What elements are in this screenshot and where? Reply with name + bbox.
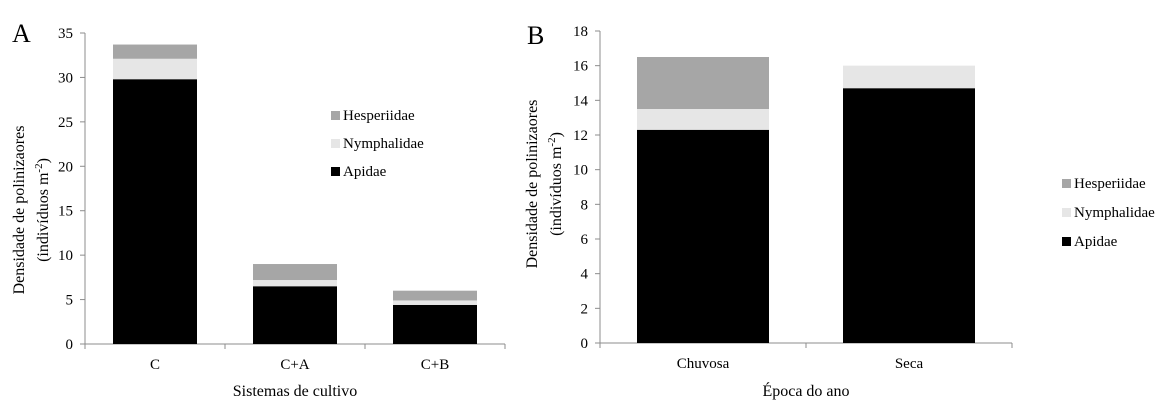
y-axis-title-superscript: -2 [546,137,558,146]
legend-swatch-apidae [331,167,340,176]
x-tick-label: Seca [895,356,924,372]
x-tick-label: C [150,357,160,373]
legend-swatch-nymphalidae [331,139,340,148]
bar-apidae-cb [393,304,477,344]
y-tick-label: 8 [581,197,589,213]
y-axis-title-line1: Densidade de polinizaores [11,126,28,295]
y-axis-title-text: (indivíduos m [548,146,565,236]
bar-apidae-c [113,79,197,344]
legend: Hesperiidae Nymphalidae Apidae [331,108,424,180]
bar-nymphalidae-c [113,58,197,80]
y-tick-label: 16 [573,59,589,75]
chart-panel-a: A 0 5 10 15 20 25 30 35 C C+A C+B Sistemas de cultiv… [11,19,506,400]
y-tick-label: 10 [58,248,73,264]
y-axis-title-text: (indivíduos m [35,172,52,262]
legend-label-nymphalidae: Nymphalidae [1074,205,1155,221]
y-tick-label: 6 [581,232,589,248]
x-tick-label: C+A [280,357,309,373]
y-tick-label: 35 [58,26,73,42]
y-tick-label: 10 [573,163,588,179]
y-tick-label: 5 [66,293,74,309]
bar-hesperiidae-ca [253,264,337,281]
bar-apidae-ca [253,286,337,344]
x-tick-label: Chuvosa [677,356,730,372]
panel-label: B [527,21,544,50]
legend-label-nymphalidae: Nymphalidae [343,136,424,152]
y-axis-title-close: ) [548,132,565,137]
bar-apidae-chuvosa [637,129,769,343]
bar-hesperiidae-chuvosa [637,57,769,109]
y-tick-label: 30 [58,70,73,86]
y-tick-label: 14 [573,93,589,109]
legend-swatch-hesperiidae [331,111,340,120]
y-tick-label: 12 [573,128,588,144]
bar-nymphalidae-ca [253,280,337,287]
y-axis-title-line1: Densidade de polinizaores [524,100,541,269]
legend-label-hesperiidae: Hesperiidae [343,108,415,124]
y-tick-label: 18 [573,24,588,40]
y-axis-title-line2: (indivíduos m-2) [546,132,565,236]
bar-nymphalidae-chuvosa [637,109,769,130]
panel-label: A [12,19,31,48]
y-tick-label: 4 [581,267,589,283]
y-tick-label: 15 [58,204,73,220]
bar-nymphalidae-cb [393,300,477,305]
bar-nymphalidae-seca [843,65,975,89]
legend-label-apidae: Apidae [343,164,387,180]
x-axis-title: Época do ano [762,381,849,400]
y-axis-title-line2: (indivíduos m-2) [33,158,52,262]
y-tick-label: 2 [581,301,589,317]
legend-label-apidae: Apidae [1074,234,1118,250]
bar-apidae-seca [843,88,975,343]
chart-panel-b: B 0 2 4 6 8 10 12 14 16 18 Chuvosa Seca Época do ano D… [524,21,1155,400]
y-tick-label: 0 [581,336,589,352]
legend-swatch-apidae [1062,237,1071,246]
legend: Hesperiidae Nymphalidae Apidae [1062,176,1155,250]
y-tick-label: 20 [58,159,73,175]
x-axis-title: Sistemas de cultivo [233,383,357,400]
bar-hesperiidae-c [113,44,197,59]
legend-label-hesperiidae: Hesperiidae [1074,176,1146,192]
legend-swatch-nymphalidae [1062,208,1071,217]
y-tick-label: 0 [66,337,74,353]
bar-hesperiidae-cb [393,290,477,301]
legend-swatch-hesperiidae [1062,179,1071,188]
y-axis-title-close: ) [35,158,52,163]
x-tick-label: C+B [421,357,449,373]
y-axis-title-superscript: -2 [33,163,45,172]
y-tick-label: 25 [58,115,73,131]
